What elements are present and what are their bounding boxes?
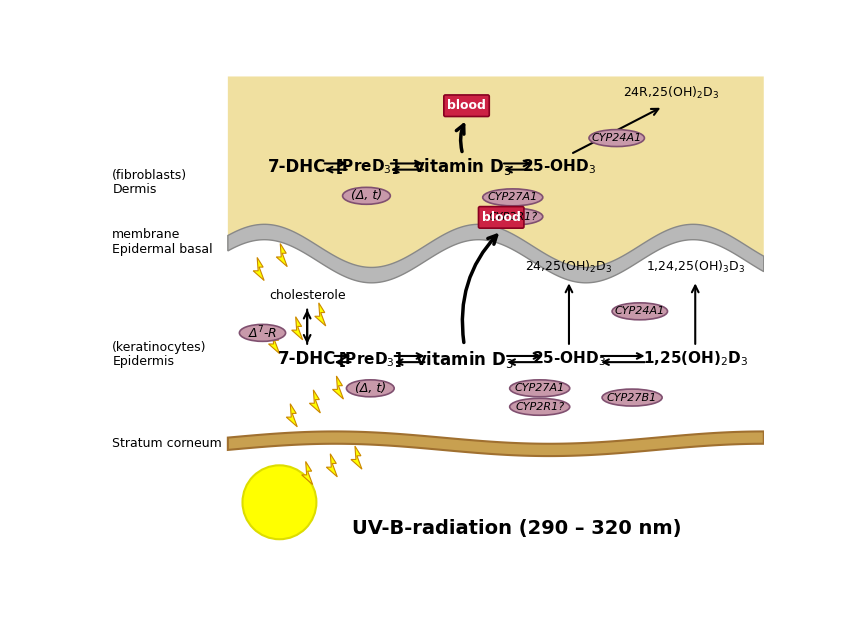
Polygon shape bbox=[253, 258, 264, 281]
Text: CYP2R1?: CYP2R1? bbox=[515, 402, 564, 412]
Ellipse shape bbox=[612, 303, 667, 320]
Text: Epidermal basal: Epidermal basal bbox=[112, 243, 213, 256]
Text: cholesterole: cholesterole bbox=[269, 289, 346, 302]
Text: vitamin D$_3$: vitamin D$_3$ bbox=[414, 349, 514, 370]
Text: CYP27A1: CYP27A1 bbox=[515, 383, 565, 393]
Text: 1,24,25(OH)$_3$D$_3$: 1,24,25(OH)$_3$D$_3$ bbox=[646, 258, 745, 275]
Polygon shape bbox=[310, 390, 320, 413]
Ellipse shape bbox=[510, 399, 569, 415]
Ellipse shape bbox=[239, 324, 286, 341]
Polygon shape bbox=[286, 404, 297, 427]
Ellipse shape bbox=[510, 380, 569, 397]
Circle shape bbox=[243, 465, 317, 540]
Polygon shape bbox=[269, 331, 280, 353]
Text: (Δ, t): (Δ, t) bbox=[355, 382, 386, 395]
Polygon shape bbox=[315, 303, 326, 326]
Text: 24,25(OH)$_2$D$_3$: 24,25(OH)$_2$D$_3$ bbox=[525, 258, 613, 275]
Ellipse shape bbox=[483, 208, 543, 225]
Text: Dermis: Dermis bbox=[112, 183, 157, 196]
Polygon shape bbox=[326, 454, 337, 477]
Text: CYP24A1: CYP24A1 bbox=[614, 307, 665, 316]
Ellipse shape bbox=[589, 130, 644, 146]
Polygon shape bbox=[228, 77, 763, 283]
Polygon shape bbox=[333, 376, 344, 399]
Text: blood: blood bbox=[447, 99, 486, 112]
Text: 24R,25(OH)$_2$D$_3$: 24R,25(OH)$_2$D$_3$ bbox=[623, 85, 718, 101]
Text: CYP27A1: CYP27A1 bbox=[488, 192, 538, 202]
Ellipse shape bbox=[483, 189, 543, 206]
Text: blood: blood bbox=[482, 211, 521, 224]
Text: 7-DHC: 7-DHC bbox=[278, 350, 336, 368]
FancyBboxPatch shape bbox=[478, 206, 524, 228]
Text: vitamin D$_3$: vitamin D$_3$ bbox=[414, 156, 512, 177]
Text: [PreD$_3$]: [PreD$_3$] bbox=[339, 350, 403, 368]
Text: 25-OHD$_3$: 25-OHD$_3$ bbox=[522, 157, 596, 176]
Text: Stratum corneum: Stratum corneum bbox=[112, 438, 222, 451]
FancyBboxPatch shape bbox=[444, 95, 489, 117]
Text: CYP24A1: CYP24A1 bbox=[591, 133, 642, 143]
Ellipse shape bbox=[602, 389, 662, 406]
Text: (Δ, t): (Δ, t) bbox=[351, 189, 382, 202]
Polygon shape bbox=[351, 446, 362, 469]
Text: 25-OHD$_3$: 25-OHD$_3$ bbox=[532, 350, 606, 368]
Ellipse shape bbox=[346, 380, 394, 397]
Polygon shape bbox=[228, 431, 763, 456]
Text: 7-DHC: 7-DHC bbox=[268, 158, 326, 176]
Text: CYP27B1: CYP27B1 bbox=[607, 392, 657, 402]
Text: (keratinocytes): (keratinocytes) bbox=[112, 341, 207, 354]
Text: Epidermis: Epidermis bbox=[112, 355, 174, 368]
Text: Δ$^7$-R: Δ$^7$-R bbox=[248, 324, 277, 341]
Text: 1,25(OH)$_2$D$_3$: 1,25(OH)$_2$D$_3$ bbox=[643, 350, 748, 368]
Polygon shape bbox=[228, 224, 763, 283]
Text: CYP2R1?: CYP2R1? bbox=[488, 211, 537, 222]
Polygon shape bbox=[301, 462, 312, 485]
Ellipse shape bbox=[343, 187, 391, 205]
Polygon shape bbox=[292, 316, 303, 340]
Polygon shape bbox=[277, 243, 288, 266]
Text: [PreD$_3$]: [PreD$_3$] bbox=[334, 157, 398, 176]
Text: (fibroblasts): (fibroblasts) bbox=[112, 169, 187, 182]
Text: UV-B-radiation (290 – 320 nm): UV-B-radiation (290 – 320 nm) bbox=[351, 519, 682, 538]
Text: membrane: membrane bbox=[112, 228, 180, 241]
